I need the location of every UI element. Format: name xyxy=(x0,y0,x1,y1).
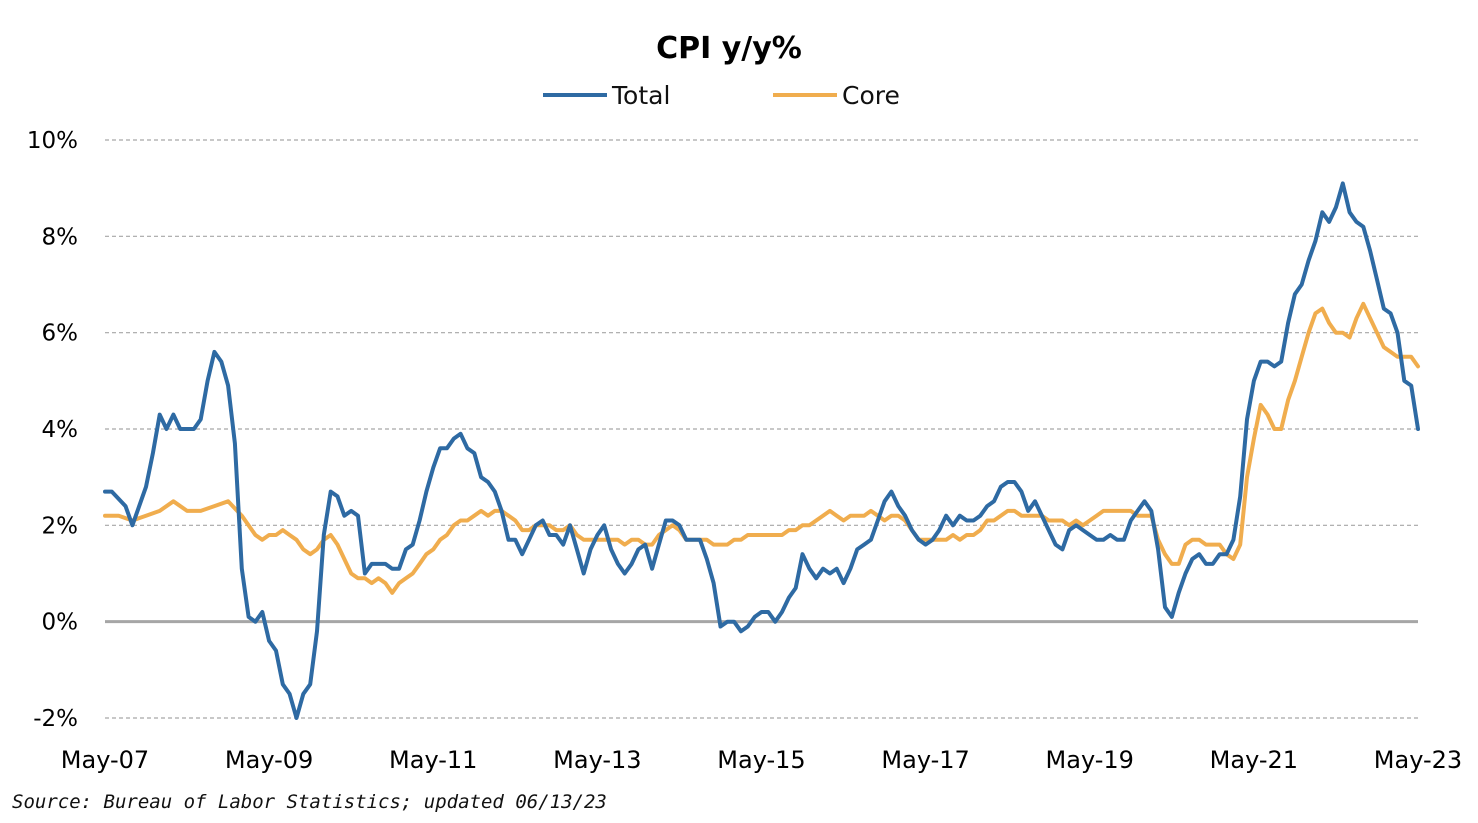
x-tick-label: May-15 xyxy=(717,746,805,774)
chart-title: CPI y/y% xyxy=(656,31,802,66)
x-tick-label: May-17 xyxy=(881,746,969,774)
y-tick-label: -2% xyxy=(33,706,78,732)
x-tick-label: May-11 xyxy=(389,746,477,774)
y-tick-label: 4% xyxy=(42,417,79,443)
x-axis-ticks: May-07 May-09 May-11 May-13 May-15 May-17 May-… xyxy=(61,746,1462,774)
x-tick-label: May-23 xyxy=(1374,746,1462,774)
series-line-total xyxy=(103,181,1420,720)
y-tick-label: 6% xyxy=(42,321,79,347)
source-note: Source: Bureau of Labor Statistics; upda… xyxy=(12,791,607,813)
gridlines xyxy=(105,139,1418,719)
legend: Total Core xyxy=(543,81,900,110)
x-tick-label: May-13 xyxy=(553,746,641,774)
x-tick-label: May-07 xyxy=(61,746,149,774)
legend-label-total: Total xyxy=(611,81,670,110)
x-tick-label: May-19 xyxy=(1046,746,1134,774)
series-line-core xyxy=(103,301,1420,595)
y-tick-label: 2% xyxy=(42,513,79,539)
y-tick-label: 0% xyxy=(42,610,79,636)
x-tick-label: May-21 xyxy=(1210,746,1298,774)
series xyxy=(103,181,1420,720)
x-tick-label: May-09 xyxy=(225,746,313,774)
y-tick-label: 10% xyxy=(27,128,78,154)
legend-label-core: Core xyxy=(842,81,900,110)
y-tick-label: 8% xyxy=(42,224,79,250)
y-axis-ticks: 10% 8% 6% 4% 2% 0% -2% xyxy=(27,128,78,732)
